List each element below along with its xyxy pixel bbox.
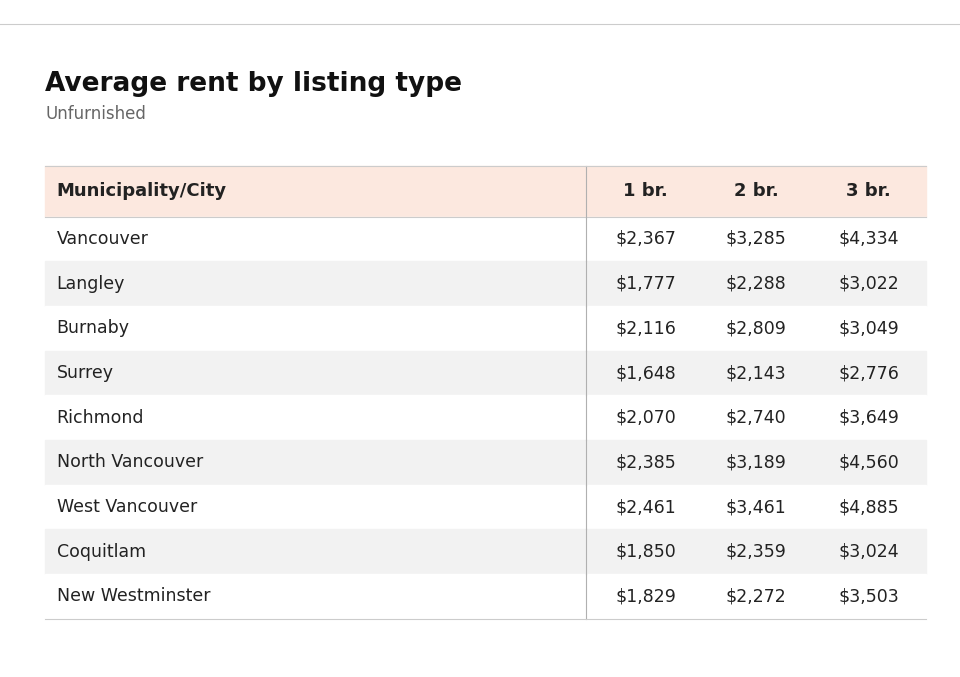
Text: $2,385: $2,385 xyxy=(615,454,676,471)
Text: Coquitlam: Coquitlam xyxy=(57,543,146,561)
Text: New Westminster: New Westminster xyxy=(57,588,210,605)
Text: $2,116: $2,116 xyxy=(615,320,676,337)
Text: $3,461: $3,461 xyxy=(726,498,786,516)
Text: 1 br.: 1 br. xyxy=(623,182,668,200)
Text: North Vancouver: North Vancouver xyxy=(57,454,203,471)
Text: 3 br.: 3 br. xyxy=(847,182,891,200)
Text: $3,189: $3,189 xyxy=(726,454,786,471)
Text: Unfurnished: Unfurnished xyxy=(45,105,146,123)
Text: West Vancouver: West Vancouver xyxy=(57,498,197,516)
Text: Burnaby: Burnaby xyxy=(57,320,130,337)
Text: $3,285: $3,285 xyxy=(726,230,786,248)
Text: $2,367: $2,367 xyxy=(615,230,676,248)
Text: $2,288: $2,288 xyxy=(726,275,786,292)
Text: $1,850: $1,850 xyxy=(615,543,676,561)
Text: $3,022: $3,022 xyxy=(838,275,900,292)
Text: $1,777: $1,777 xyxy=(615,275,676,292)
Text: $2,070: $2,070 xyxy=(615,409,676,427)
Text: $1,829: $1,829 xyxy=(615,588,676,605)
Text: $2,272: $2,272 xyxy=(726,588,786,605)
Text: $1,648: $1,648 xyxy=(615,364,676,382)
Text: $2,461: $2,461 xyxy=(615,498,676,516)
Text: Surrey: Surrey xyxy=(57,364,113,382)
Text: $2,776: $2,776 xyxy=(838,364,900,382)
Text: $4,334: $4,334 xyxy=(838,230,900,248)
Text: Richmond: Richmond xyxy=(57,409,144,427)
Text: Municipality/City: Municipality/City xyxy=(57,182,227,200)
Text: Vancouver: Vancouver xyxy=(57,230,149,248)
Text: $3,024: $3,024 xyxy=(838,543,900,561)
Text: $2,143: $2,143 xyxy=(726,364,786,382)
Text: $3,503: $3,503 xyxy=(838,588,900,605)
Text: $3,649: $3,649 xyxy=(838,409,900,427)
Text: $2,809: $2,809 xyxy=(726,320,786,337)
Text: $2,359: $2,359 xyxy=(726,543,786,561)
Text: $3,049: $3,049 xyxy=(838,320,900,337)
Text: Langley: Langley xyxy=(57,275,125,292)
Text: $4,560: $4,560 xyxy=(838,454,900,471)
Text: Average rent by listing type: Average rent by listing type xyxy=(45,71,462,97)
Text: $2,740: $2,740 xyxy=(726,409,786,427)
Text: 2 br.: 2 br. xyxy=(733,182,779,200)
Text: $4,885: $4,885 xyxy=(838,498,900,516)
